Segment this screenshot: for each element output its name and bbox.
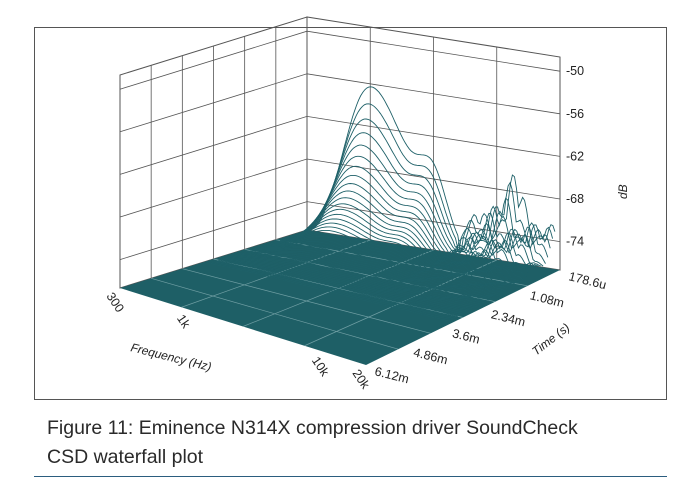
waterfall-slice [307, 118, 551, 252]
waterfall-slice [229, 256, 470, 311]
y-tick-label: 2.34m [490, 307, 527, 329]
y-tick-label: 4.86m [412, 345, 449, 367]
waterfall-slice [284, 208, 527, 278]
waterfall-slice [266, 238, 508, 290]
z-tick-label: -62 [566, 149, 584, 163]
waterfall-slice [234, 254, 475, 309]
waterfall-slice [227, 256, 468, 312]
caption-line-1: Figure 11: Eminence N314X compression dr… [47, 417, 578, 439]
z-tick-label: -68 [566, 192, 584, 206]
waterfall-slice [282, 213, 525, 281]
y-tick-label: 1.08m [528, 288, 565, 310]
waterfall-slice [238, 253, 480, 307]
wall-gridline [119, 30, 561, 90]
waterfall-slice [254, 248, 496, 297]
waterfall-slice [211, 261, 451, 321]
plot-floor [120, 230, 560, 365]
caption-rule [34, 476, 667, 477]
waterfall-slice [257, 247, 499, 296]
waterfall-slice [243, 251, 485, 304]
waterfall-slice [291, 190, 534, 269]
waterfall-slice [268, 235, 511, 288]
wall-gridline [119, 73, 561, 133]
waterfall-slice [305, 132, 549, 258]
waterfall-slice [250, 249, 492, 299]
waterfall-slice [289, 197, 532, 271]
waterfall-slices [208, 86, 556, 322]
waterfall-slice [293, 183, 537, 270]
waterfall-slice [279, 218, 522, 283]
waterfall-slice [309, 103, 554, 251]
floor-gridline [242, 249, 434, 327]
waterfall-slice [263, 241, 506, 292]
waterfall-slice [273, 229, 515, 285]
waterfall-slice [245, 251, 487, 302]
y-axis-label: Time (s) [529, 320, 572, 358]
wall-gridline [119, 158, 561, 218]
waterfall-slice [311, 86, 556, 251]
waterfall-slice [208, 262, 449, 322]
y-tick-label: 6.12m [373, 364, 410, 386]
z-tick-label: -50 [566, 64, 584, 78]
caption-line-2: CSD waterfall plot [47, 446, 204, 468]
waterfall-slice [213, 261, 454, 319]
waterfall-slice [270, 233, 513, 286]
wall-gridline [119, 201, 561, 260]
x-tick-label: 20k [350, 367, 373, 392]
wall-gridline [119, 115, 561, 175]
figure-caption: Figure 11: Eminence N314X compression dr… [47, 414, 667, 472]
waterfall-slice [275, 226, 518, 284]
waterfall-slice [236, 253, 477, 308]
waterfall-slice [247, 250, 489, 301]
waterfall-slice [302, 144, 546, 264]
waterfall-slice [261, 243, 503, 294]
waterfall-slice [218, 259, 458, 317]
x-axis-label: Frequency (Hz) [129, 340, 213, 374]
waterfall-slice [259, 245, 501, 295]
y-tick-label: 3.6m [451, 326, 481, 346]
x-tick-label: 10k [309, 354, 332, 379]
waterfall-slice [222, 258, 463, 315]
waterfall-slice [241, 252, 482, 305]
waterfall-slice [215, 260, 456, 318]
waterfall-slice [225, 257, 466, 314]
z-tick-label: -56 [566, 107, 584, 121]
x-tick-label: 1k [174, 312, 193, 331]
waterfall-slice [231, 255, 473, 310]
y-tick-label: 178.6u [567, 269, 608, 292]
x-tick-label: 300 [104, 290, 127, 315]
waterfall-slice [220, 259, 461, 316]
waterfall-slice [252, 248, 494, 298]
waterfall-slice [286, 203, 530, 274]
z-tick-label: -74 [566, 235, 584, 249]
z-axis-label: dB [616, 184, 630, 199]
